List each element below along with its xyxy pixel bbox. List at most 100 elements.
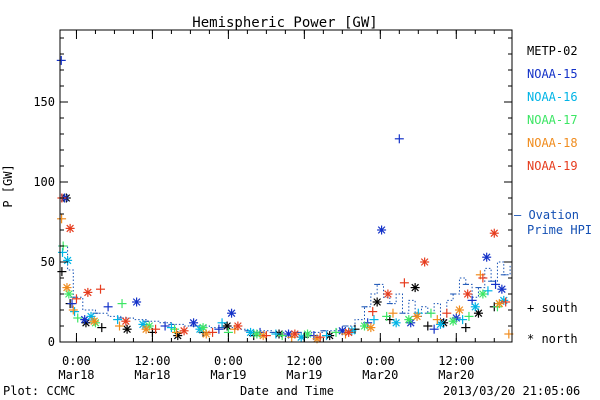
noaa-19-point [96,284,106,294]
marker-stroke [234,322,242,330]
marker-stroke [405,315,413,324]
ovation-label-line1: – Ovation [514,208,580,222]
noaa-19-point [478,273,488,283]
noaa-16-point [483,286,493,296]
metp-02-point [423,321,433,331]
marker-stroke [65,290,73,298]
marker-stroke [246,328,255,337]
noaa-17-point [404,315,414,325]
x-tick-label-date: Mar18 [134,368,170,382]
noaa-15-point [394,134,404,144]
noaa-19-point [344,327,354,337]
marker-stroke [227,309,236,317]
marker-stroke [373,298,381,306]
marker-stroke [360,322,369,330]
marker-stroke [392,319,400,327]
marker-legend-north: * north [527,332,578,346]
marker-stroke [367,323,375,332]
noaa-16-point [271,329,281,339]
noaa-17-point [64,289,74,299]
marker-stroke [313,335,321,343]
noaa-19-point [315,332,325,342]
marker-stroke [122,317,130,325]
metp-02-point [222,321,232,331]
marker-stroke [482,253,491,261]
noaa-17-point [303,329,313,339]
metp-02-point [410,283,420,293]
y-tick-label: 150 [33,95,55,109]
noaa-18-point [454,305,464,315]
marker-stroke [495,299,504,308]
plot-frame [59,29,513,343]
noaa-17-point [448,316,458,326]
noaa-16-point [435,319,445,329]
noaa-16-point [138,319,148,329]
noaa-15-point [482,252,492,262]
x-tick-label-time: 0:00 [366,354,395,368]
noaa-18-point [201,329,211,339]
marker-stroke [123,325,131,333]
noaa-18-point [494,299,504,309]
noaa-15-point [227,308,237,318]
marker-stroke [80,315,89,324]
marker-stroke [420,258,429,266]
ovation-label-line2: Prime HPI [527,223,593,237]
noaa-16-point [322,331,332,341]
noaa-18-point [171,327,181,337]
marker-stroke [411,283,419,292]
noaa-18-point [89,316,99,326]
noaa-16-point [58,247,68,257]
x-tick-label-time: 12:00 [286,354,322,368]
noaa-19-point [290,329,300,339]
metp-02-point [372,297,382,307]
noaa-18-point [432,315,442,325]
noaa-18-point [115,321,125,331]
marker-stroke [291,330,299,338]
marker-stroke [189,319,198,327]
noaa-17-point [331,327,341,337]
marker-stroke [63,283,71,292]
noaa-19-point [501,297,511,307]
metp-02-point [57,267,67,277]
noaa-16-point [369,315,379,325]
noaa-15-point [497,284,507,294]
legend-noaa-16: NOAA-16 [527,90,578,104]
noaa-16-point [217,318,227,328]
noaa-19-point [463,289,473,299]
noaa-19-point [83,287,93,297]
noaa-18-point [57,214,67,224]
legend-noaa-17: NOAA-17 [527,113,578,127]
marker-stroke [202,330,211,338]
marker-stroke [490,229,499,237]
noaa-18-point [141,324,151,334]
noaa-19-point [151,324,161,334]
noaa-19-point [65,223,75,233]
chart-title: Hemispheric Power [GW] [192,15,377,31]
satellite-series [56,55,514,344]
marker-stroke [479,290,487,298]
noaa-19-point [121,316,131,326]
axis-ticks: 0501001500:00Mar1812:00Mar180:00Mar1912:… [33,30,512,382]
marker-stroke [297,333,305,341]
x-tick-label-time: 12:00 [438,354,474,368]
x-tick-label-time: 12:00 [134,354,170,368]
noaa-17-point [464,311,474,321]
noaa-15-point [103,302,113,312]
marker-stroke [436,320,445,329]
noaa-15-point [56,55,66,65]
marker-stroke [384,290,392,298]
marker-stroke [474,309,483,317]
noaa-19-point [442,308,452,318]
noaa-15-point [429,324,439,334]
marker-stroke [84,288,92,297]
noaa-18-point [62,283,72,293]
x-tick-label-date: Mar20 [438,368,474,382]
metp-02-point [122,324,132,334]
noaa-17-point [359,321,369,331]
noaa-18-point [388,308,398,318]
marker-stroke [63,256,72,265]
marker-stroke [87,312,95,321]
marker-legend-south: + south [527,301,578,315]
marker-stroke [199,323,207,332]
legend-metp-02: METP-02 [527,44,578,58]
